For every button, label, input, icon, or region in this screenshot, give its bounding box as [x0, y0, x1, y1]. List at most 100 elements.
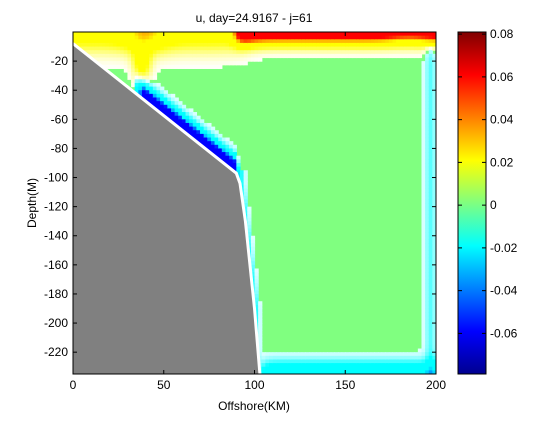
heatmap-cell — [171, 46, 176, 51]
heatmap-cell — [131, 61, 136, 66]
heatmap-cell — [134, 42, 139, 48]
heatmap-cell — [214, 53, 219, 59]
heatmap-cell — [225, 148, 230, 153]
heatmap-cell — [421, 32, 426, 37]
heatmap-cell — [425, 32, 430, 37]
heatmap-cell — [243, 210, 248, 215]
heatmap-cell — [189, 126, 194, 131]
heatmap-cell — [145, 39, 150, 44]
heatmap-cell — [149, 93, 154, 99]
heatmap-cell — [131, 68, 136, 73]
heatmap-cell — [352, 363, 357, 368]
heatmap-cell — [232, 61, 237, 66]
heatmap-cell — [73, 39, 78, 44]
heatmap-cell — [123, 61, 129, 66]
heatmap-cell — [323, 46, 328, 51]
heatmap-cell — [330, 42, 335, 48]
heatmap-cell — [243, 39, 248, 44]
heatmap-cell — [283, 352, 288, 357]
heatmap-cell — [207, 61, 212, 66]
heatmap-cell — [388, 50, 394, 55]
heatmap-cell — [178, 39, 183, 44]
heatmap-cell — [261, 42, 266, 48]
heatmap-cell — [243, 206, 248, 211]
heatmap-cell — [102, 32, 107, 37]
heatmap-cell — [174, 115, 179, 120]
heatmap-cell — [421, 199, 426, 204]
heatmap-cell — [76, 42, 81, 48]
heatmap-cell — [385, 352, 390, 357]
heatmap-cell — [178, 64, 183, 69]
heatmap-cell — [254, 275, 259, 281]
heatmap-cell — [229, 159, 234, 164]
heatmap-cell — [330, 46, 335, 51]
heatmap-cell — [196, 32, 201, 37]
heatmap-cell — [265, 363, 270, 368]
heatmap-cell — [337, 35, 343, 40]
heatmap-cell — [269, 39, 274, 44]
heatmap-cell — [417, 370, 423, 374]
heatmap-cell — [210, 57, 216, 62]
heatmap-cell — [432, 297, 436, 302]
heatmap-cell — [131, 32, 136, 37]
heatmap-cell — [327, 366, 332, 371]
heatmap-cell — [254, 279, 259, 284]
heatmap-cell — [134, 32, 139, 37]
heatmap-cell — [417, 352, 423, 357]
heatmap-cell — [428, 224, 433, 230]
heatmap-cell — [189, 108, 194, 113]
heatmap-cell — [432, 130, 436, 135]
heatmap-cell — [247, 235, 252, 240]
heatmap-cell — [250, 257, 256, 262]
heatmap-cell — [131, 75, 136, 80]
heatmap-cell — [250, 246, 256, 251]
heatmap-cell — [425, 250, 430, 255]
heatmap-cell — [432, 82, 436, 88]
heatmap-cell — [283, 359, 288, 364]
heatmap-cell — [236, 50, 241, 55]
heatmap-cell — [163, 32, 168, 37]
heatmap-cell — [149, 61, 154, 66]
heatmap-cell — [428, 79, 433, 84]
heatmap-cell — [421, 166, 426, 171]
heatmap-cell — [425, 246, 430, 251]
heatmap-cell — [319, 50, 325, 55]
heatmap-cell — [428, 162, 433, 168]
heatmap-cell — [327, 53, 332, 59]
heatmap-cell — [141, 64, 147, 69]
heatmap-cell — [421, 275, 426, 281]
heatmap-cell — [312, 32, 317, 37]
heatmap-cell — [218, 137, 223, 142]
heatmap-cell — [428, 268, 433, 273]
heatmap-cell — [152, 82, 158, 88]
heatmap-cell — [425, 122, 430, 128]
heatmap-cell — [218, 152, 223, 157]
heatmap-cell — [425, 137, 430, 142]
heatmap-cell — [254, 57, 259, 62]
heatmap-cell — [247, 42, 252, 48]
heatmap-cell — [425, 363, 430, 368]
heatmap-cell — [229, 148, 234, 153]
heatmap-cell — [330, 359, 335, 364]
heatmap-cell — [428, 341, 433, 346]
heatmap-cell — [152, 61, 158, 66]
heatmap-cell — [185, 115, 190, 120]
heatmap-cell — [112, 50, 118, 55]
heatmap-cell — [210, 32, 216, 37]
heatmap-cell — [294, 32, 299, 37]
heatmap-cell — [178, 119, 183, 124]
heatmap-cell — [160, 93, 165, 99]
heatmap-cell — [203, 61, 208, 66]
heatmap-cell — [425, 199, 430, 204]
heatmap-cell — [178, 35, 183, 40]
heatmap-cell — [421, 35, 426, 40]
heatmap-cell — [385, 363, 390, 368]
heatmap-cell — [174, 64, 179, 69]
heatmap-cell — [156, 32, 161, 37]
heatmap-cell — [421, 159, 426, 164]
heatmap-cell — [94, 35, 100, 40]
heatmap-cell — [319, 39, 325, 44]
heatmap-cell — [254, 290, 259, 295]
heatmap-cell — [189, 119, 194, 124]
heatmap-cell — [250, 235, 256, 240]
